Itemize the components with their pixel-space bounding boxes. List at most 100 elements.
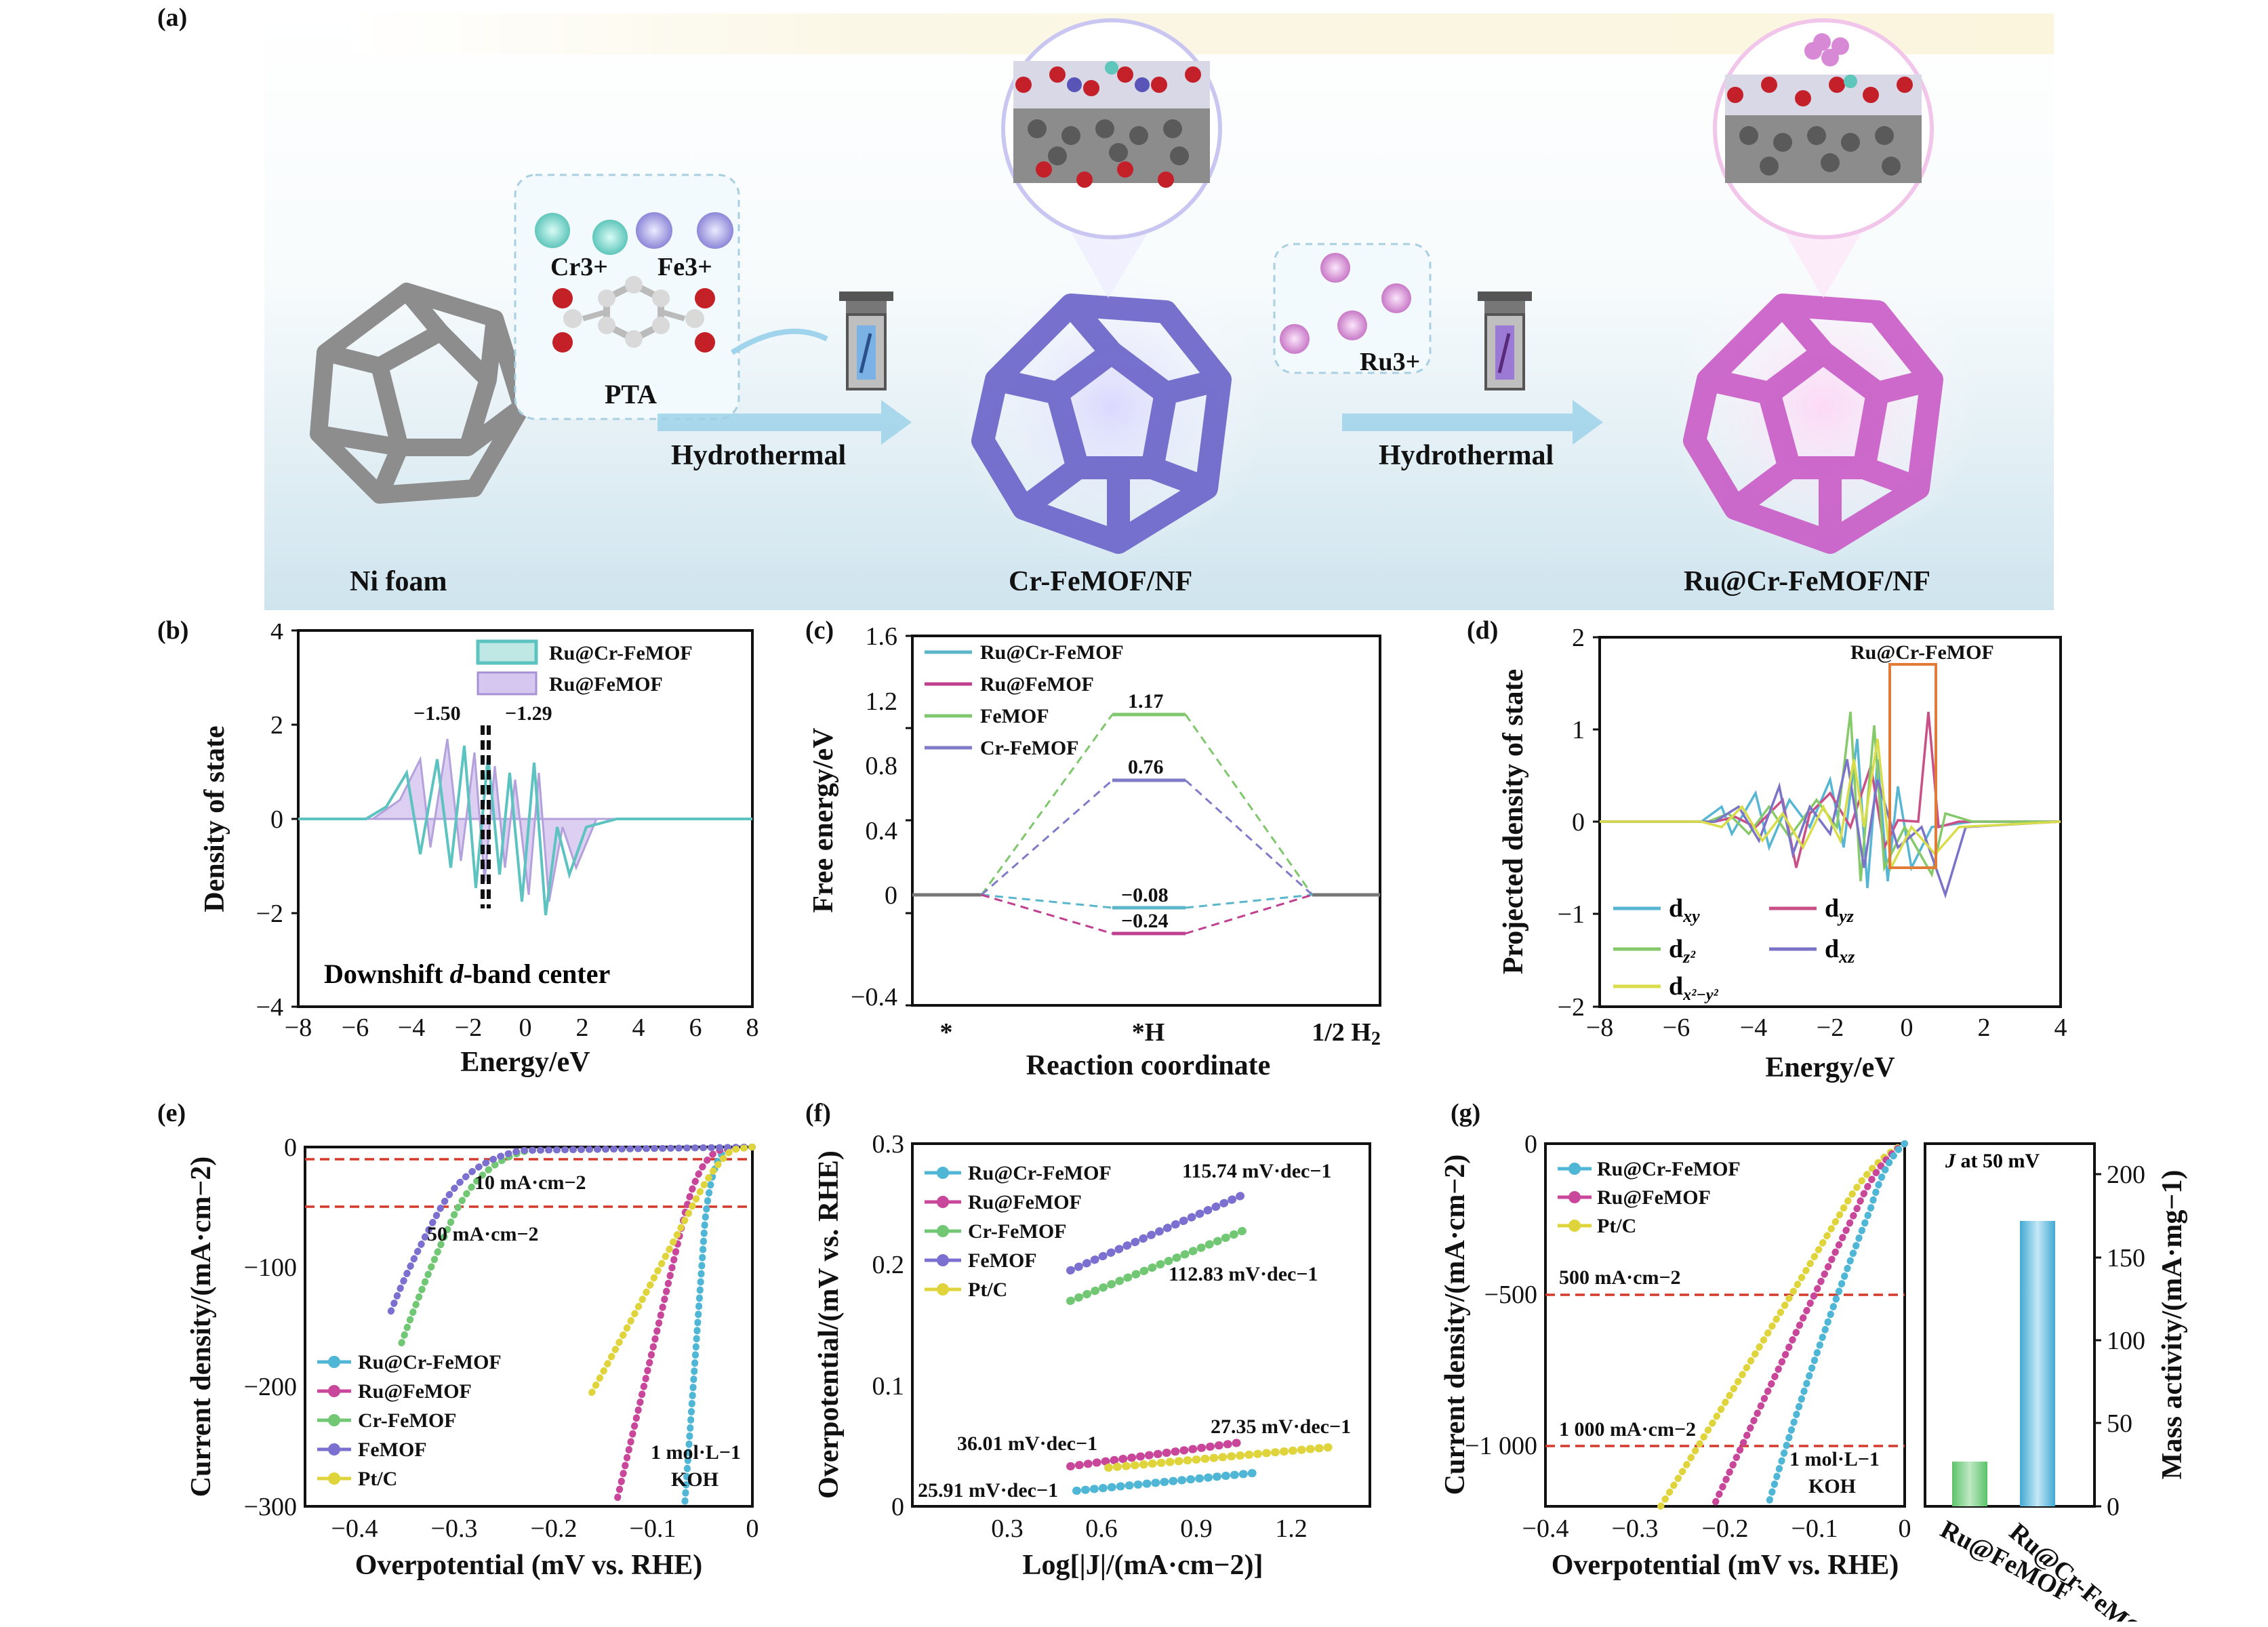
chart-c-legend-3: FeMOF bbox=[980, 705, 1049, 727]
ru-ion-box bbox=[1273, 243, 1432, 374]
chart-d-ylabel: Projected density of state bbox=[1498, 669, 1529, 975]
chart-e-legend-1: Ru@Cr-FeMOF bbox=[358, 1351, 502, 1373]
svg-text:−200: −200 bbox=[244, 1373, 297, 1401]
chart-b-ytick: 0 bbox=[270, 805, 283, 834]
chart-f-slope-ptc: 27.35 mV·dec−1 bbox=[1211, 1415, 1351, 1438]
ru-cr-femof-nf-graphic bbox=[1683, 294, 1943, 554]
chart-b-ytick: 4 bbox=[270, 624, 283, 645]
chart-f-legend bbox=[925, 1167, 961, 1295]
chart-g-xlabel: Overpotential (mV vs. RHE) bbox=[1552, 1550, 1899, 1581]
chart-b-ytick: 2 bbox=[270, 711, 283, 740]
chart-d-xticks: −8 −6 −4 −2 0 2 4 bbox=[1586, 1013, 2067, 1042]
chart-b-legend-1: Ru@Cr-FeMOF bbox=[549, 642, 693, 664]
svg-text:1.2: 1.2 bbox=[866, 687, 898, 716]
svg-text:1: 1 bbox=[1572, 716, 1585, 744]
chart-d-series-dxz bbox=[1600, 759, 2061, 899]
svg-text:0.6: 0.6 bbox=[1085, 1514, 1118, 1543]
cr-femof-nf-graphic bbox=[971, 294, 1232, 554]
svg-text:0: 0 bbox=[1524, 1130, 1537, 1159]
chart-d-legend: dxy dyz dz² dxz dx²−y² bbox=[1613, 894, 1855, 1004]
svg-text:0: 0 bbox=[519, 1013, 532, 1042]
svg-text:150: 150 bbox=[2107, 1244, 2145, 1272]
arrow-1-icon bbox=[657, 400, 912, 445]
ni-foam-graphic bbox=[310, 283, 531, 504]
chart-c-ylabel: Free energy/eV bbox=[811, 727, 839, 912]
chart-g-xticks: −0.4 −0.3 −0.2 −0.1 0 bbox=[1522, 1514, 1911, 1543]
chart-g-legend-3: Pt/C bbox=[1597, 1215, 1636, 1237]
chart-g-ref-label-500: 500 mA·cm−2 bbox=[1559, 1266, 1681, 1289]
chart-f-slope-femof: 115.74 mV·dec−1 bbox=[1182, 1160, 1331, 1182]
panel-label-f: (f) bbox=[805, 1099, 831, 1127]
chart-d-series-dx2y2 bbox=[1600, 738, 2061, 872]
cr-femof-nf-label: Cr-FeMOF/NF bbox=[1009, 566, 1193, 597]
mof-structure-2-graphic bbox=[1725, 33, 1922, 183]
ru-cr-femof-nf-label: Ru@Cr-FeMOF/NF bbox=[1684, 566, 1931, 597]
chart-e-legend-4: FeMOF bbox=[358, 1439, 427, 1461]
svg-text:4: 4 bbox=[2054, 1013, 2067, 1042]
hydrothermal-label-2: Hydrothermal bbox=[1379, 440, 1554, 471]
svg-text:−300: −300 bbox=[244, 1493, 297, 1521]
chart-d-series-dyz bbox=[1600, 711, 2061, 868]
svg-text:−0.1: −0.1 bbox=[630, 1514, 676, 1543]
chart-e-series-cr-femof bbox=[397, 1144, 756, 1351]
svg-text:2: 2 bbox=[1978, 1013, 1991, 1042]
chart-e-ref-label-50: 50 mA·cm−2 bbox=[427, 1223, 539, 1245]
chart-c: 1.6 1.2 0.8 0.4 0 −0.4 1.17 0.76 −0.08 −… bbox=[811, 624, 1381, 1081]
svg-text:−0.1: −0.1 bbox=[1791, 1514, 1838, 1543]
arrow-2-icon bbox=[1342, 400, 1603, 445]
ru-ion-label: Ru3+ bbox=[1360, 348, 1421, 376]
svg-text:−1: −1 bbox=[1558, 900, 1585, 929]
chart-f-yticks: 0.3 0.2 0.1 0 bbox=[872, 1130, 905, 1521]
chart-f: 0.3 0.2 0.1 0 0.3 0.6 0.9 1.2 Ru@Cr-FeMO… bbox=[813, 1130, 1371, 1581]
pta-label: PTA bbox=[605, 379, 657, 409]
reagent-box bbox=[514, 174, 740, 420]
chart-e-ref-label-10: 10 mA·cm−2 bbox=[474, 1171, 586, 1194]
svg-text:0.2: 0.2 bbox=[872, 1251, 905, 1279]
svg-text:dz²: dz² bbox=[1669, 935, 1696, 967]
panel-label-b: (b) bbox=[157, 616, 189, 645]
svg-text:−0.2: −0.2 bbox=[1702, 1514, 1749, 1543]
chart-b-legend-2: Ru@FeMOF bbox=[549, 673, 663, 696]
svg-text:0: 0 bbox=[1901, 1013, 1913, 1042]
svg-text:−1 000: −1 000 bbox=[1465, 1432, 1537, 1460]
chart-e-series-ru-femof bbox=[613, 1144, 756, 1504]
chart-d-series-dz2 bbox=[1600, 711, 2061, 882]
chart-c-xtick-3: 1/2 H2 bbox=[1312, 1018, 1381, 1049]
chart-f-ylabel: Overpotential/(mV vs. RHE) bbox=[813, 1150, 845, 1499]
chart-g-note-1: 1 mol·L−1 bbox=[1789, 1448, 1880, 1470]
svg-text:1.2: 1.2 bbox=[1275, 1514, 1308, 1543]
svg-text:dxy: dxy bbox=[1669, 894, 1700, 926]
chart-f-slope-cr-femof: 112.83 mV·dec−1 bbox=[1169, 1263, 1318, 1285]
svg-text:−6: −6 bbox=[1663, 1013, 1690, 1042]
svg-text:50: 50 bbox=[2107, 1409, 2132, 1438]
chart-b: 4 2 0 −2 −4 −8 −6 −4 −2 0 2 4 6 8 Ru@Cr-… bbox=[199, 624, 759, 1078]
chart-f-legend-3: Cr-FeMOF bbox=[968, 1220, 1066, 1243]
chart-e-note-1: 1 mol·L−1 bbox=[651, 1441, 741, 1464]
svg-text:−500: −500 bbox=[1484, 1281, 1537, 1309]
ni-foam-label: Ni foam bbox=[350, 566, 447, 597]
chart-e: 0 −100 −200 −300 −0.4 −0.3 −0.2 −0.1 0 1… bbox=[186, 1133, 759, 1581]
svg-text:0.1: 0.1 bbox=[872, 1372, 905, 1401]
chart-g-series-ptc bbox=[1657, 1140, 1908, 1510]
panel-label-e: (e) bbox=[157, 1099, 186, 1127]
chart-e-series-femof bbox=[386, 1144, 756, 1318]
chart-e-legend-3: Cr-FeMOF bbox=[358, 1409, 456, 1432]
chart-g-legend-1: Ru@Cr-FeMOF bbox=[1597, 1158, 1741, 1180]
chart-d-xlabel: Energy/eV bbox=[1765, 1052, 1895, 1083]
cr-ion-label: Cr3+ bbox=[550, 253, 608, 281]
chart-b-annot-2: −1.29 bbox=[505, 702, 552, 725]
svg-text:6: 6 bbox=[689, 1013, 702, 1042]
chart-c-value-femof: 1.17 bbox=[1128, 690, 1164, 712]
hydrothermal-label-1: Hydrothermal bbox=[671, 440, 847, 471]
chart-b-series-ru-cr-femof bbox=[298, 745, 752, 916]
svg-text:−0.2: −0.2 bbox=[531, 1514, 578, 1543]
svg-text:100: 100 bbox=[2107, 1327, 2145, 1355]
panel-label-a: (a) bbox=[157, 3, 188, 32]
svg-text:0.3: 0.3 bbox=[872, 1130, 905, 1159]
svg-text:1.6: 1.6 bbox=[866, 624, 898, 651]
svg-text:0.9: 0.9 bbox=[1180, 1514, 1213, 1543]
chart-d-inset-title: Ru@Cr-FeMOF bbox=[1850, 641, 1994, 664]
mof-structure-1-graphic bbox=[1013, 61, 1210, 188]
svg-text:dyz: dyz bbox=[1825, 894, 1855, 926]
